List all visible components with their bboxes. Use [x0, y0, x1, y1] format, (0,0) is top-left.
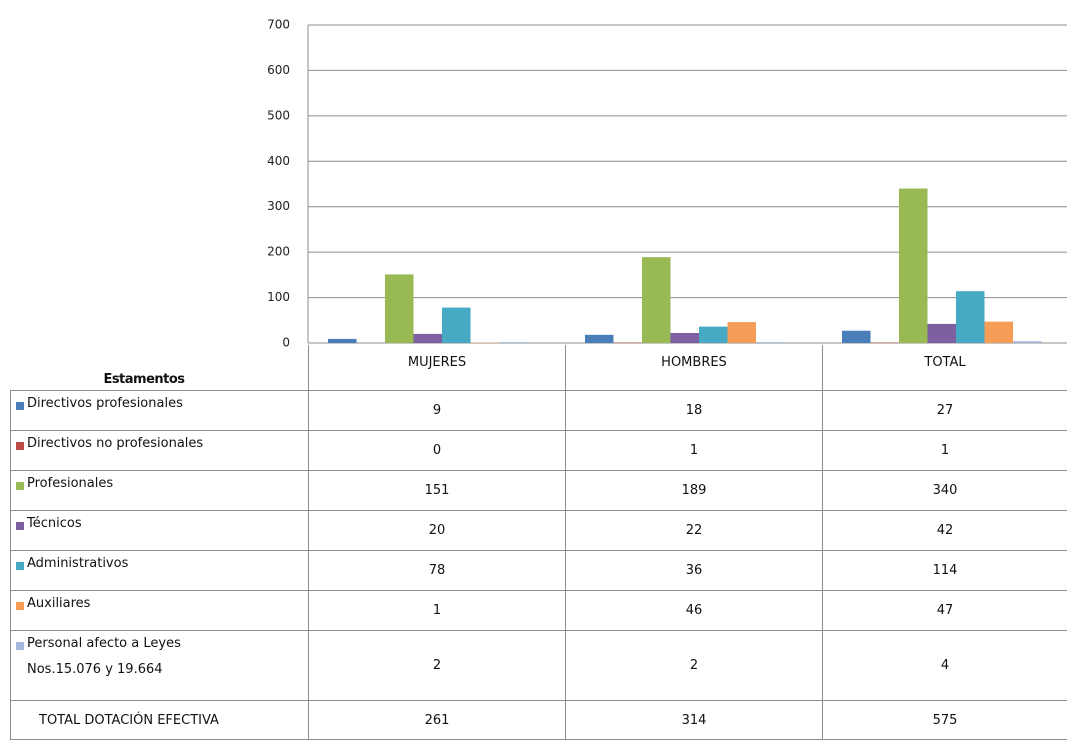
bar [385, 274, 414, 343]
bar [842, 330, 871, 343]
table-value: 18 [565, 390, 823, 431]
table-value: 9 [308, 390, 566, 431]
legend-label: Auxiliares [27, 596, 91, 611]
legend-label: Personal afecto a Leyes Nos.15.076 y 19.… [27, 636, 181, 677]
table-value: 22 [565, 510, 823, 551]
legend-label: Directivos no profesionales [27, 436, 204, 451]
bar [956, 291, 985, 343]
table-value: 4 [822, 630, 1067, 701]
table-value: 151 [308, 470, 566, 511]
y-tick-label: 200 [267, 245, 290, 259]
category-header: MUJERES [308, 345, 566, 391]
legend-swatch [16, 402, 24, 410]
table-header: Estamentos [103, 372, 185, 387]
row-label: Auxiliares [10, 590, 309, 631]
bar [899, 188, 928, 343]
table-value: 27 [822, 390, 1067, 431]
table-value: 36 [565, 550, 823, 591]
y-tick-label: 300 [267, 199, 290, 213]
bar [413, 333, 442, 343]
table-value: 189 [565, 470, 823, 511]
y-tick-label: 100 [267, 290, 290, 304]
table-value: 575 [822, 700, 1067, 740]
category-header: HOMBRES [565, 345, 823, 391]
category-header: TOTAL [822, 345, 1067, 391]
bar [328, 338, 357, 343]
table-value: 1 [308, 590, 566, 631]
bar [442, 307, 471, 343]
bar [670, 333, 699, 343]
legend-label: Técnicos [27, 516, 82, 531]
table-value: 114 [822, 550, 1067, 591]
legend-swatch [16, 442, 24, 450]
bar [927, 323, 956, 343]
bar [756, 342, 785, 343]
table-value: 46 [565, 590, 823, 631]
row-label: TOTAL DOTACIÓN EFECTIVA [10, 700, 309, 740]
bar [642, 257, 671, 343]
table-value: 314 [565, 700, 823, 740]
table-value: 42 [822, 510, 1067, 551]
bar [984, 321, 1013, 343]
legend-swatch [16, 562, 24, 570]
row-label: Personal afecto a Leyes Nos.15.076 y 19.… [10, 630, 309, 701]
table-value: 47 [822, 590, 1067, 631]
legend-label: Profesionales [27, 476, 114, 491]
row-label: Administrativos [10, 550, 309, 591]
y-tick-label: 700 [267, 18, 290, 32]
row-label: Técnicos [10, 510, 309, 551]
y-tick-label: 500 [267, 108, 290, 122]
table-value: 78 [308, 550, 566, 591]
row-label: Directivos no profesionales [10, 430, 309, 471]
table-value: 1 [565, 430, 823, 471]
bar [727, 322, 756, 343]
y-tick-label: 600 [267, 63, 290, 77]
y-tick-label: 0 [282, 336, 290, 350]
table-value: 1 [822, 430, 1067, 471]
bar [699, 326, 728, 343]
legend-label: Directivos profesionales [27, 396, 183, 411]
bar [1013, 341, 1042, 343]
legend-label: Administrativos [27, 556, 129, 571]
bar [499, 342, 528, 343]
y-tick-label: 400 [267, 154, 290, 168]
row-label: Profesionales [10, 470, 309, 511]
legend-swatch [16, 482, 24, 490]
bar [585, 334, 614, 343]
row-label: Directivos profesionales [10, 390, 309, 431]
legend-swatch [16, 602, 24, 610]
table-value: 261 [308, 700, 566, 740]
legend-swatch [16, 522, 24, 530]
table-value: 0 [308, 430, 566, 471]
table-value: 20 [308, 510, 566, 551]
table-value: 340 [822, 470, 1067, 511]
table-value: 2 [308, 630, 566, 701]
total-label: TOTAL DOTACIÓN EFECTIVA [39, 712, 219, 728]
legend-swatch [16, 642, 24, 650]
table-value: 2 [565, 630, 823, 701]
